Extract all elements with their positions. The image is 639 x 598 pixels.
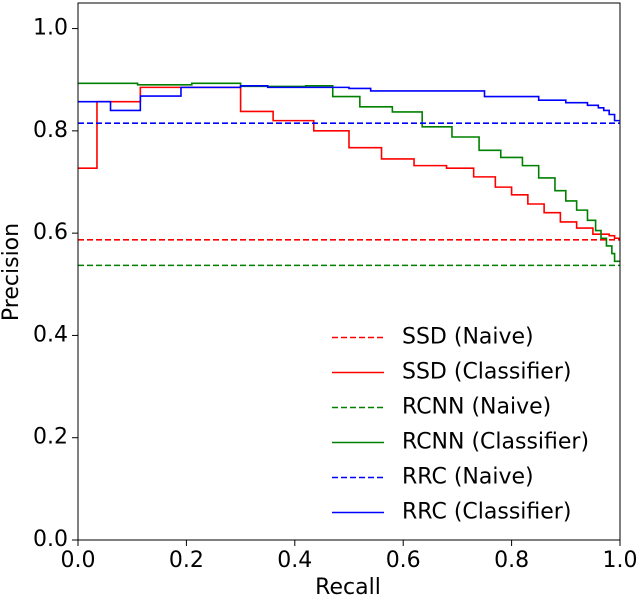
x-axis-label: Recall xyxy=(315,575,381,598)
y-tick-label: 0.0 xyxy=(33,527,68,552)
y-tick-label: 1.0 xyxy=(33,16,68,41)
x-tick-label: 0.8 xyxy=(494,548,529,573)
series-line xyxy=(78,86,620,240)
x-tick-label: 0.0 xyxy=(61,548,96,573)
y-tick-label: 0.6 xyxy=(33,220,68,245)
plot-frame xyxy=(77,2,621,541)
legend-label: RCNN (Classifier) xyxy=(402,430,589,455)
series-line xyxy=(78,82,620,263)
x-tick-label: 0.2 xyxy=(169,548,204,573)
legend-label: SSD (Naive) xyxy=(402,325,534,350)
legend-label: SSD (Classifier) xyxy=(402,360,571,385)
x-tick-label: 0.6 xyxy=(386,548,421,573)
y-tick-label: 0.4 xyxy=(33,322,68,347)
y-tick-label: 0.8 xyxy=(33,118,68,143)
series-line xyxy=(78,85,620,122)
legend-label: RRC (Classifier) xyxy=(402,500,571,525)
x-tick-label: 1.0 xyxy=(603,548,638,573)
y-tick-label: 0.2 xyxy=(33,425,68,450)
legend-label: RRC (Naive) xyxy=(402,465,534,490)
y-axis-label: Precision xyxy=(0,223,24,321)
legend-label: RCNN (Naive) xyxy=(402,395,551,420)
x-tick-label: 0.4 xyxy=(277,548,312,573)
